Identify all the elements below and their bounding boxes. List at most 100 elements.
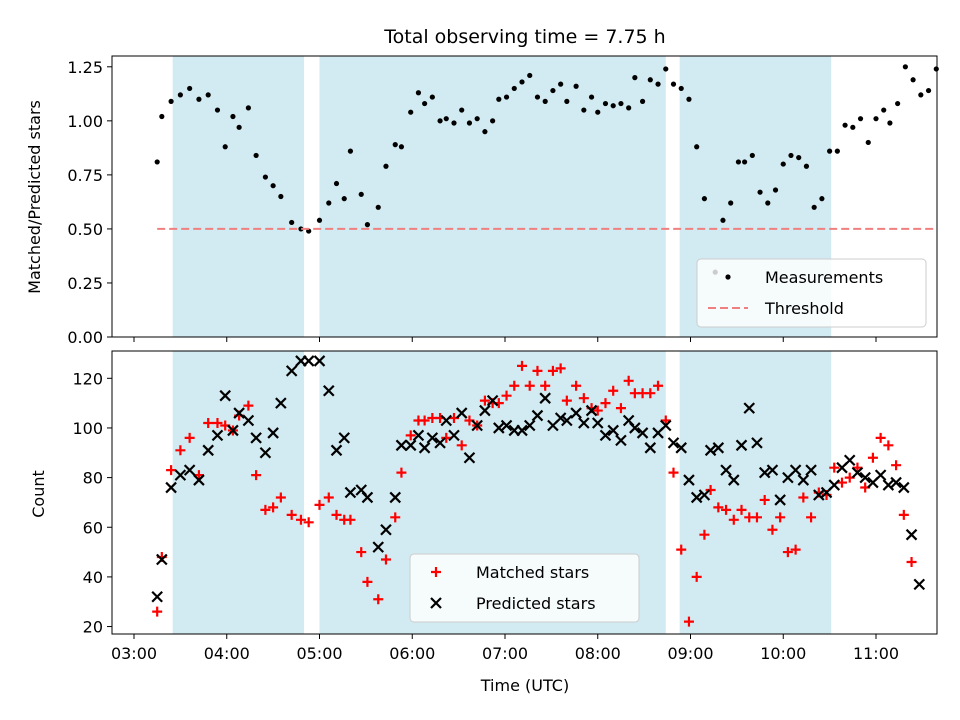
matched-stars-point [501, 390, 512, 401]
matched-stars-point [668, 467, 679, 478]
predicted-stars-point [389, 491, 402, 504]
matched-stars-point [441, 432, 452, 443]
measurement-point [663, 66, 669, 72]
y-tick-label: 60 [83, 518, 103, 537]
predicted-stars-point [704, 444, 717, 457]
measurement-point [542, 98, 548, 104]
predicted-stars-point [774, 494, 786, 506]
matched-stars-point [275, 492, 286, 503]
measurement-point [827, 148, 833, 154]
matched-stars-point [683, 616, 694, 627]
y-tick-label: 1.00 [67, 112, 103, 131]
measurement-point [772, 187, 779, 193]
measurement-point [333, 180, 340, 187]
predicted-stars-point [219, 389, 231, 402]
observing-window-band [679, 351, 832, 634]
measurement-point [757, 189, 763, 195]
legend-matched-label: Matched stars [476, 563, 589, 582]
figure-title: Total observing time = 7.75 h [383, 26, 665, 48]
measurement-point [443, 116, 449, 122]
measurement-point [466, 120, 473, 126]
measurement-point [196, 96, 202, 102]
measurement-point [618, 100, 624, 107]
predicted-stars-point [913, 578, 926, 591]
measurement-point [519, 79, 525, 85]
measurement-point [298, 226, 304, 232]
predicted-stars-point [500, 419, 513, 432]
matched-stars-point [193, 470, 204, 481]
predicted-stars-point [434, 437, 446, 449]
measurement-point [482, 129, 488, 135]
matched-stars-point [345, 514, 356, 525]
measurement-point [865, 139, 871, 146]
predicted-stars-point [636, 427, 649, 439]
predicted-stars-point [743, 402, 756, 414]
predicted-stars-point [302, 355, 315, 367]
matched-stars-point [906, 557, 917, 568]
predicted-stars-point [275, 397, 287, 409]
matched-stars-point [676, 544, 687, 555]
measurement-point [278, 193, 284, 200]
x-tick-label: 10:00 [760, 644, 806, 663]
matched-stars-point [555, 363, 566, 374]
predicted-stars-point [250, 432, 262, 444]
matched-stars-point [691, 571, 702, 582]
matched-stars-point [175, 445, 186, 456]
predicted-stars-point [712, 442, 725, 454]
matched-stars-point [660, 415, 671, 426]
observing-window-band [319, 56, 666, 337]
measurement-point [678, 85, 684, 92]
predicted-stars-point [242, 414, 255, 427]
matched-stars-point [561, 395, 572, 406]
predicted-stars-point [539, 392, 551, 404]
predicted-stars-point [851, 466, 864, 479]
measurement-point [811, 204, 817, 210]
measurement-point [655, 81, 661, 87]
measurement-point [728, 200, 734, 206]
measurement-point [341, 196, 347, 202]
matched-stars-point [419, 415, 430, 426]
y-tick-label: 40 [83, 568, 103, 587]
measurement-point [803, 163, 810, 169]
y-tick-label: 0.50 [67, 220, 103, 239]
matched-stars-point [166, 465, 177, 476]
matched-stars-point [356, 547, 367, 558]
axes-frame [111, 350, 938, 635]
measurement-point [230, 113, 236, 120]
measurement-point [765, 200, 771, 206]
measurement-point [326, 200, 332, 206]
axes-frame [111, 55, 938, 338]
measurement-point [159, 113, 165, 120]
predicted-stars-point [259, 447, 272, 459]
predicted-stars-point [380, 523, 392, 536]
matched-stars-point [212, 417, 223, 428]
predicted-stars-point [202, 444, 214, 457]
y-tick-label: 0.75 [67, 166, 103, 185]
legend-measurements-label: Measurements [765, 268, 883, 287]
predicted-stars-point [675, 442, 688, 454]
legend-predicted-label: Predicted stars [476, 594, 596, 613]
measurement-point [289, 219, 295, 226]
measurement-point [639, 98, 646, 104]
measurement-point [490, 118, 496, 124]
predicted-stars-point [471, 419, 483, 432]
time-x-axis-label: Time (UTC) [480, 676, 569, 695]
measurement-point [749, 152, 755, 159]
matched-stars-point [286, 509, 297, 520]
measurement-point [408, 109, 414, 115]
measurement-point [415, 90, 422, 96]
y-tick-label: 1.25 [67, 58, 103, 77]
ratio-legend: Measurements Threshold [696, 258, 927, 328]
matched-stars-point [775, 512, 786, 523]
predicted-stars-point [330, 444, 343, 457]
predicted-stars-point [233, 407, 245, 419]
measurement-point [873, 116, 879, 122]
measurement-point [910, 77, 916, 83]
x-tick-label: 04:00 [204, 644, 250, 663]
measurement-point [610, 103, 616, 109]
matched-stars-point [705, 485, 716, 496]
predicted-stars-point [448, 429, 460, 442]
measurement-point [632, 75, 638, 81]
predicted-stars-point [183, 464, 196, 476]
